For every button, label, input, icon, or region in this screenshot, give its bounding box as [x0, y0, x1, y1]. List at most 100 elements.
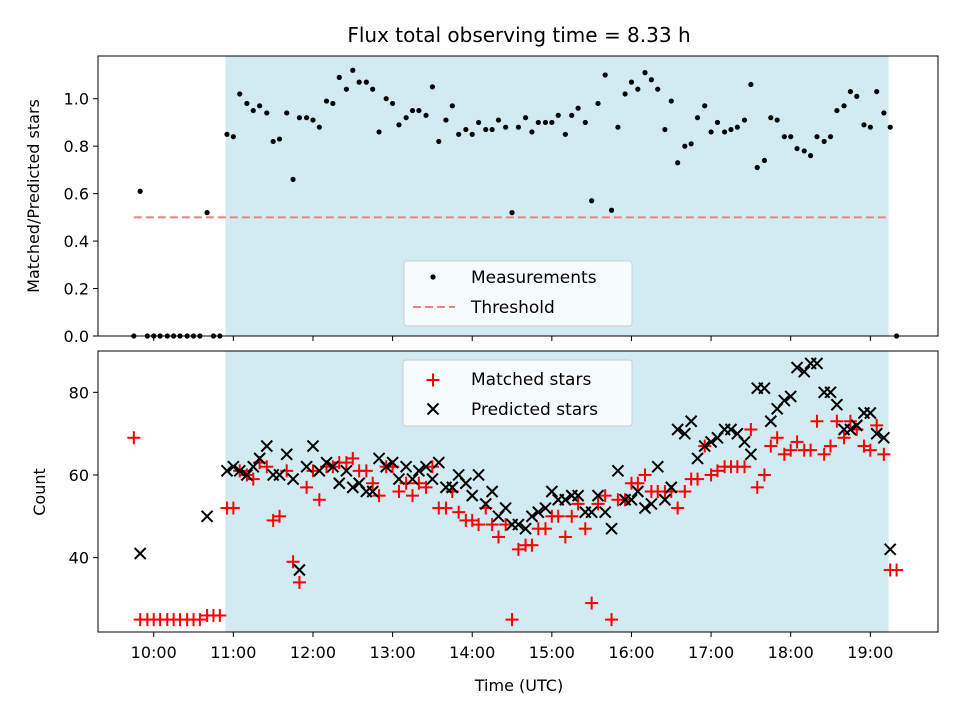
x-tick-label: 12:00 — [290, 643, 336, 662]
measurement-point — [304, 115, 310, 121]
measurement-point — [389, 100, 396, 107]
measurement-point — [847, 88, 854, 95]
measurement-point — [429, 84, 436, 90]
predicted-star-point — [545, 485, 559, 498]
predicted-star-point — [532, 505, 545, 519]
measurement-point — [675, 160, 681, 166]
matched-star-point — [193, 613, 207, 627]
predicted-star-point — [386, 456, 399, 469]
matched-star-point — [286, 555, 300, 569]
predicted-star-point — [459, 477, 473, 490]
matched-star-point — [359, 464, 373, 478]
matched-star-point — [804, 443, 818, 457]
matched-star-point — [292, 575, 306, 589]
predicted-star-point — [399, 460, 413, 473]
measurement-point — [250, 107, 256, 114]
measurement-point — [887, 124, 893, 130]
predicted-star-point — [798, 365, 811, 378]
measurement-point — [814, 134, 820, 140]
predicted-star-point — [479, 497, 492, 511]
top-y-axis-label: Matched/Predicted stars — [24, 99, 43, 293]
legend-bottom: Matched stars Predicted stars — [402, 359, 633, 427]
measurement-point — [834, 107, 840, 114]
measurement-point — [874, 88, 880, 95]
legend-top-box — [403, 260, 633, 327]
predicted-star-point — [764, 415, 778, 428]
legend-top: Measurements Threshold — [403, 260, 633, 327]
measurement-point — [569, 112, 575, 118]
measurement-point — [423, 112, 429, 118]
matched-star-point — [843, 414, 857, 428]
x-tick-label: 13:00 — [370, 643, 416, 662]
measurement-point — [409, 107, 416, 114]
measurement-point — [363, 79, 369, 85]
bottom-y-tick-label: 80 — [69, 383, 89, 402]
top-y-tick-label: 0.4 — [64, 232, 89, 251]
matched-star-point — [750, 480, 764, 494]
measurement-point — [257, 103, 263, 109]
bottom-y-axis-label: Count — [30, 468, 49, 516]
measurement-point — [416, 107, 422, 114]
predicted-star-point — [499, 501, 512, 515]
matched-star-point — [306, 464, 320, 478]
matched-star-point — [491, 530, 505, 544]
measurement-point — [774, 117, 780, 123]
measurement-point — [509, 210, 515, 216]
matched-star-point — [505, 613, 519, 627]
measurement-point — [615, 124, 621, 130]
predicted-star-point — [691, 452, 704, 465]
predicted-star-point — [273, 468, 286, 482]
measurement-point — [456, 131, 462, 137]
predicted-star-point — [247, 460, 260, 473]
matched-star-point — [260, 460, 274, 474]
matched-star-point — [127, 431, 141, 445]
measurement-point — [495, 117, 502, 123]
top-y-tick-label: 0.6 — [64, 185, 89, 204]
measurement-point — [376, 129, 382, 135]
matched-star-point — [824, 439, 838, 453]
predicted-star-point — [684, 415, 698, 428]
predicted-star-point — [638, 501, 652, 515]
measurement-point — [801, 148, 807, 154]
matched-star-point — [246, 472, 260, 486]
predicted-star-point — [645, 497, 658, 511]
matched-star-point — [300, 480, 314, 494]
predicted-star-point — [704, 435, 718, 449]
matched-star-point — [605, 613, 619, 627]
measurement-point — [682, 143, 688, 149]
matched-star-point — [213, 608, 227, 622]
measurement-point — [489, 126, 495, 133]
predicted-star-point — [744, 448, 758, 461]
matched-star-point — [571, 497, 585, 511]
matched-star-point — [790, 435, 804, 449]
matched-star-point — [585, 596, 599, 610]
predicted-star-point — [512, 518, 525, 531]
measurement-point — [463, 126, 469, 133]
measurement-point — [602, 72, 608, 78]
matched-star-point — [877, 447, 891, 461]
matched-star-point — [890, 563, 904, 577]
matched-star-point — [273, 509, 287, 523]
matched-star-point — [366, 476, 380, 490]
x-tick-label: 16:00 — [608, 643, 654, 662]
matched-star-point — [764, 439, 778, 453]
matched-star-point — [439, 501, 453, 515]
predicted-star-point — [784, 390, 797, 403]
x-tick-label: 18:00 — [768, 643, 814, 662]
matched-star-point — [671, 501, 685, 515]
predicted-star-point — [598, 505, 612, 519]
measurement-point — [555, 112, 561, 118]
predicted-star-point — [790, 361, 804, 374]
predicted-star-point — [738, 435, 751, 449]
measurement-point — [443, 117, 449, 123]
legend-matched-marker — [426, 373, 440, 387]
x-tick-label: 11:00 — [210, 643, 256, 662]
measurement-point — [748, 81, 754, 88]
matched-star-point — [538, 522, 552, 536]
predicted-star-point — [227, 460, 240, 473]
predicted-star-point — [571, 489, 585, 502]
measurement-point — [841, 103, 847, 109]
matched-star-point — [638, 468, 652, 482]
predicted-star-point — [466, 489, 479, 502]
measurement-point — [244, 100, 250, 107]
